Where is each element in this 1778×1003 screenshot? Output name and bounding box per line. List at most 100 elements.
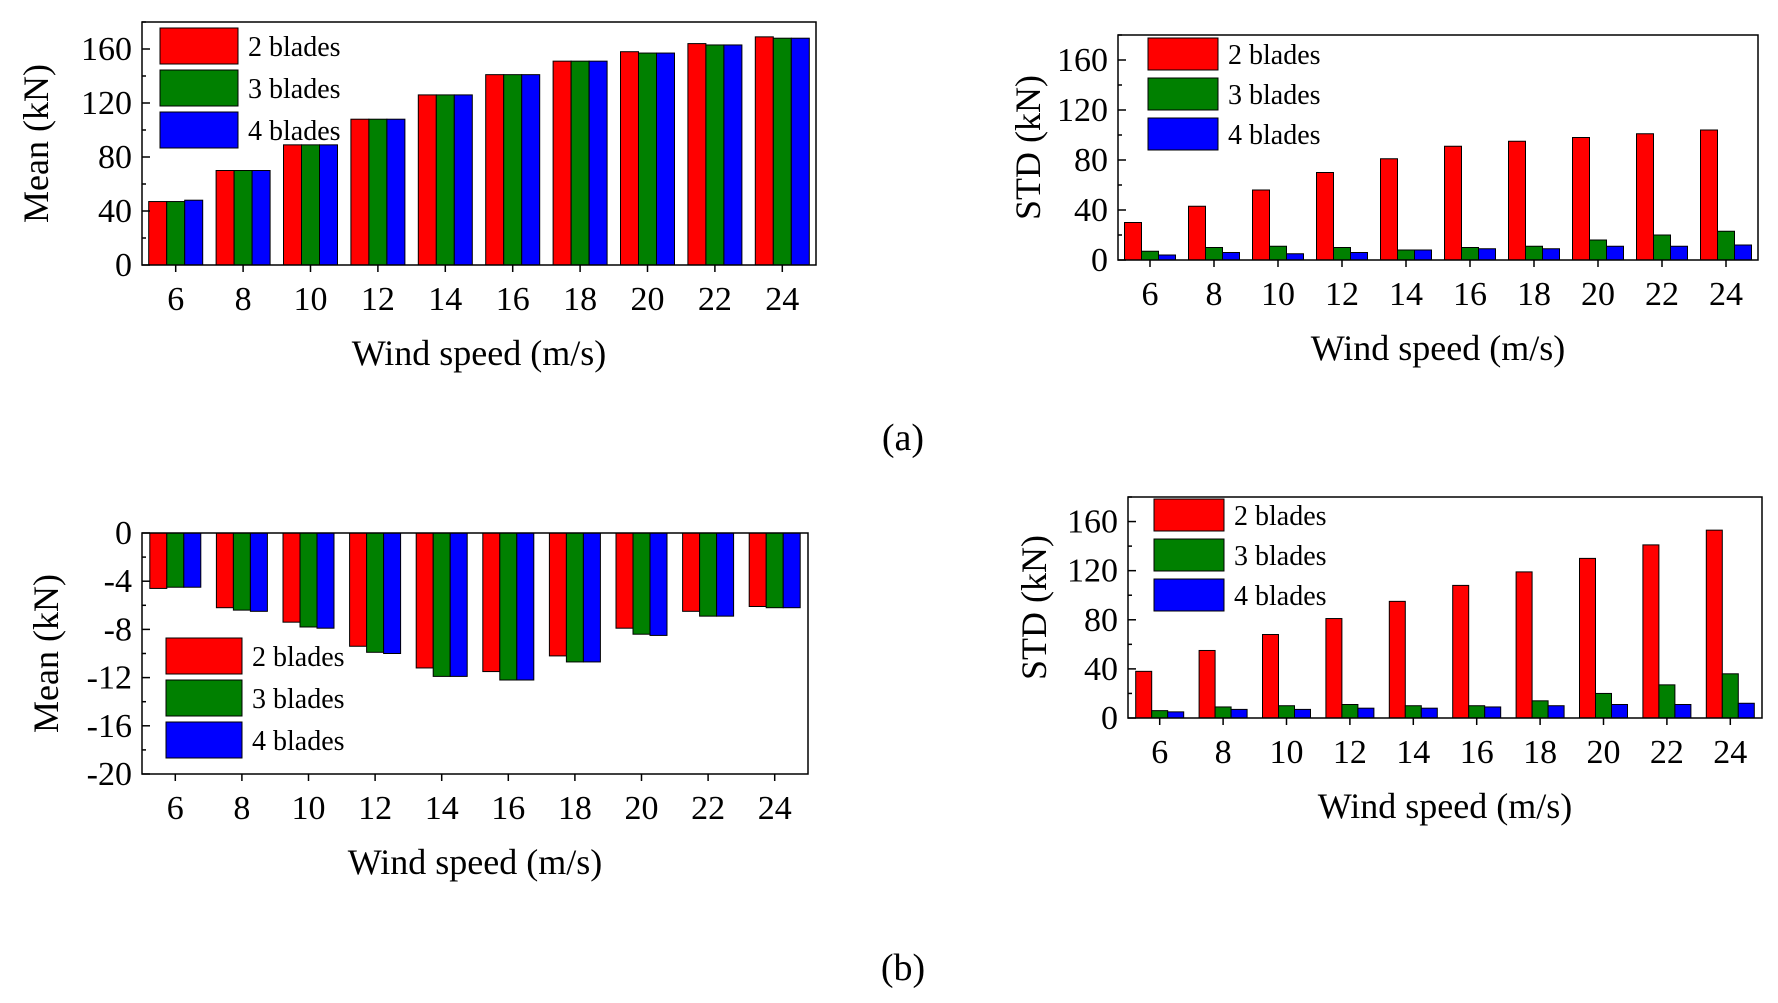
bar-4-blades-16	[516, 532, 535, 681]
x-tick-label: 16	[496, 281, 530, 318]
bar-3-blades-10	[1269, 245, 1287, 261]
x-tick-label: 22	[1650, 734, 1684, 771]
bar-2-blades-20	[615, 532, 634, 629]
y-tick-label: 120	[81, 85, 132, 122]
y-tick-label: 120	[1057, 92, 1108, 129]
y-axis-title: STD (kN)	[1014, 535, 1054, 680]
x-tick-label: 14	[428, 281, 462, 318]
bar-2-blades-6	[1124, 222, 1142, 261]
bar-3-blades-24	[1717, 230, 1735, 261]
bar-2-blades-10	[1262, 634, 1279, 719]
bar-2-blades-16	[1444, 145, 1462, 261]
bar-4-blades-18	[588, 60, 608, 266]
legend-label-3-blades: 3 blades	[1234, 541, 1327, 572]
bar-4-blades-24	[790, 37, 810, 266]
legend-swatch-4-blades	[165, 721, 243, 759]
bar-3-blades-14	[1397, 249, 1415, 261]
legend-label-4-blades: 4 blades	[1228, 120, 1321, 151]
bar-4-blades-16	[1484, 706, 1502, 719]
y-tick-label: 40	[98, 193, 132, 230]
x-tick-label: 14	[425, 790, 459, 827]
bar-4-blades-18	[1542, 248, 1560, 261]
x-tick-label: 6	[1151, 734, 1168, 771]
bar-4-blades-6	[1167, 711, 1185, 719]
bar-3-blades-18	[1531, 700, 1549, 719]
x-tick-label: 10	[1270, 734, 1304, 771]
x-tick-label: 12	[1333, 734, 1367, 771]
x-tick-label: 10	[294, 281, 328, 318]
bar-3-blades-22	[1658, 684, 1676, 719]
bar-4-blades-22	[1670, 245, 1688, 261]
x-tick-label: 22	[698, 281, 732, 318]
bar-4-blades-14	[449, 532, 468, 677]
bar-2-blades-18	[548, 532, 567, 657]
x-axis-title: Wind speed (m/s)	[1311, 328, 1566, 368]
bar-4-blades-24	[1737, 702, 1755, 719]
bar-3-blades-24	[772, 37, 792, 266]
x-tick-label: 16	[1460, 734, 1494, 771]
y-tick-label: -8	[104, 611, 132, 648]
bar-4-blades-24	[782, 532, 801, 609]
bar-2-blades-12	[349, 532, 368, 647]
bar-3-blades-22	[705, 44, 725, 266]
chart-b-std: 0 40 80 120 160 6 8 10 12 14 16 18 20 22 24 Wind speed …	[1014, 496, 1763, 826]
bar-3-blades-14	[1404, 705, 1422, 719]
bar-3-blades-12	[1333, 247, 1351, 261]
legend-swatch-2-blades	[165, 637, 243, 675]
x-axis-title: Wind speed (m/s)	[352, 333, 607, 373]
x-axis-title: Wind speed (m/s)	[348, 842, 603, 882]
bar-4-blades-18	[582, 532, 601, 663]
legend-label-3-blades: 3 blades	[1228, 80, 1321, 111]
x-tick-label: 24	[1713, 734, 1747, 771]
bar-3-blades-10	[301, 144, 320, 266]
legend-swatch-3-blades	[1153, 538, 1225, 572]
bar-3-blades-14	[435, 94, 455, 266]
chart-b-mean: 0 -4 -8 -12 -16 -20 6 8 10 12 14 16 18 20 22 24 Wind spe…	[26, 515, 809, 882]
x-tick-label: 20	[631, 281, 665, 318]
bar-4-blades-22	[1674, 703, 1692, 719]
chart-a-mean: 0 40 80 120 160 6 8 10 12 14 16 18 20 22 24 Wind speed …	[16, 21, 817, 373]
bar-2-blades-6	[1135, 670, 1153, 719]
bar-2-blades-14	[415, 532, 434, 669]
bar-2-blades-10	[1252, 189, 1270, 261]
x-tick-label: 12	[361, 281, 395, 318]
x-tick-label: 24	[758, 790, 792, 827]
y-tick-label: 160	[1067, 504, 1118, 541]
x-tick-label: 22	[1645, 276, 1679, 313]
bar-4-blades-8	[251, 170, 271, 266]
bar-2-blades-24	[754, 36, 774, 266]
bar-3-blades-6	[166, 201, 186, 266]
y-tick-label: 80	[1084, 602, 1118, 639]
bar-4-blades-12	[1350, 252, 1368, 261]
y-tick-label: 160	[1057, 42, 1108, 79]
y-tick-label: 120	[1067, 553, 1118, 590]
x-tick-label: 20	[1581, 276, 1615, 313]
bar-4-blades-8	[1222, 252, 1240, 261]
y-tick-label: -16	[87, 708, 132, 745]
x-tick-label: 10	[292, 790, 326, 827]
x-tick-label: 8	[235, 281, 252, 318]
bar-3-blades-10	[299, 532, 318, 628]
bar-4-blades-24	[1734, 244, 1752, 261]
x-axis-title: Wind speed (m/s)	[1318, 786, 1573, 826]
bar-3-blades-20	[1589, 239, 1607, 261]
x-tick-label: 22	[691, 790, 725, 827]
x-tick-label: 18	[563, 281, 597, 318]
bar-3-blades-16	[1461, 247, 1479, 261]
bar-3-blades-20	[1595, 692, 1612, 719]
bar-4-blades-20	[1611, 703, 1628, 719]
bar-2-blades-8	[1198, 649, 1216, 719]
bar-2-blades-20	[1579, 557, 1596, 719]
x-tick-label: 24	[1709, 276, 1743, 313]
bar-2-blades-14	[417, 94, 437, 266]
legend-swatch-2-blades	[159, 27, 239, 65]
x-tick-label: 16	[1453, 276, 1487, 313]
bar-2-blades-22	[682, 532, 701, 612]
bar-2-blades-24	[748, 532, 767, 608]
bar-3-blades-18	[565, 532, 584, 663]
bar-2-blades-6	[148, 201, 168, 266]
bar-2-blades-12	[1325, 618, 1343, 719]
x-tick-label: 14	[1389, 276, 1423, 313]
bar-2-blades-6	[149, 532, 168, 589]
caption-a: (a)	[882, 417, 924, 459]
